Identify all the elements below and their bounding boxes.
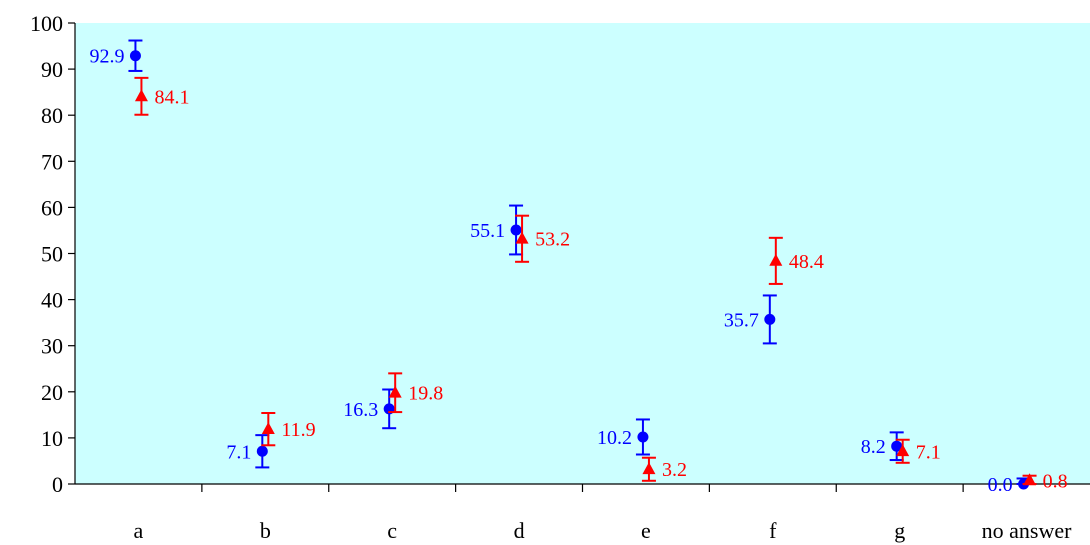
data-label: 48.4 [789, 251, 824, 273]
y-tick-label: 20 [41, 380, 63, 405]
series-1: 92.9 7.1 16.3 55.1 10.2 35.7 8.2 0.0 [89, 39, 1031, 496]
x-axis: a b c d e f g no answer [75, 483, 1090, 543]
data-label: 0.8 [1043, 470, 1068, 492]
y-tick-label: 90 [41, 57, 63, 82]
data-point-triangle [642, 462, 656, 475]
x-tick-label: d [514, 518, 525, 543]
data-label: 35.7 [724, 309, 759, 331]
data-point-triangle [134, 89, 148, 102]
data-point-circle [256, 445, 268, 457]
y-axis: 0 10 20 30 40 50 60 70 80 90 100 [30, 11, 76, 497]
data-point-triangle [515, 231, 529, 244]
y-tick-label: 40 [41, 288, 63, 313]
y-tick-label: 60 [41, 195, 63, 220]
data-point-circle [510, 224, 522, 236]
data-label: 0.0 [988, 474, 1013, 496]
data-point-triangle [1023, 473, 1037, 486]
data-label: 8.2 [861, 436, 886, 458]
data-label: 19.8 [408, 383, 443, 405]
data-label: 53.2 [535, 229, 570, 251]
x-tick-label: g [894, 518, 905, 543]
data-marks: 92.9 7.1 16.3 55.1 10.2 35.7 8.2 0.0 84.1 11.9 19.… [89, 39, 1068, 496]
data-point-circle [891, 440, 903, 452]
data-label: 7.1 [916, 441, 941, 463]
y-tick-label: 70 [41, 149, 63, 174]
data-point-circle [129, 50, 141, 62]
data-point-triangle [896, 444, 910, 457]
y-tick-label: 10 [41, 426, 63, 451]
data-label: 55.1 [470, 220, 505, 242]
data-point-triangle [388, 385, 402, 398]
data-point-triangle [261, 422, 275, 435]
x-tick-label: a [134, 518, 144, 543]
data-label: 11.9 [281, 419, 315, 441]
y-tick-label: 80 [41, 103, 63, 128]
data-label: 7.1 [226, 441, 251, 463]
data-label: 84.1 [154, 86, 189, 108]
y-tick-label: 0 [52, 472, 63, 497]
data-label: 10.2 [597, 427, 632, 449]
y-tick-label: 100 [30, 11, 63, 36]
data-point-triangle [769, 253, 783, 266]
y-tick-label: 50 [41, 242, 63, 267]
data-point-circle [637, 431, 649, 443]
x-tick-label: f [769, 518, 777, 543]
x-tick-label: e [641, 518, 651, 543]
x-tick-label: b [260, 518, 271, 543]
data-label: 92.9 [89, 46, 124, 68]
x-tick-label: no answer [982, 518, 1072, 543]
data-point-circle [764, 313, 776, 325]
data-label: 3.2 [662, 459, 687, 481]
data-label: 16.3 [343, 399, 378, 421]
y-tick-label: 30 [41, 334, 63, 359]
series-2: 84.1 11.9 19.8 53.2 3.2 48.4 7.1 0.8 [134, 76, 1068, 492]
x-tick-label: c [387, 518, 397, 543]
plot-area [75, 23, 1090, 484]
